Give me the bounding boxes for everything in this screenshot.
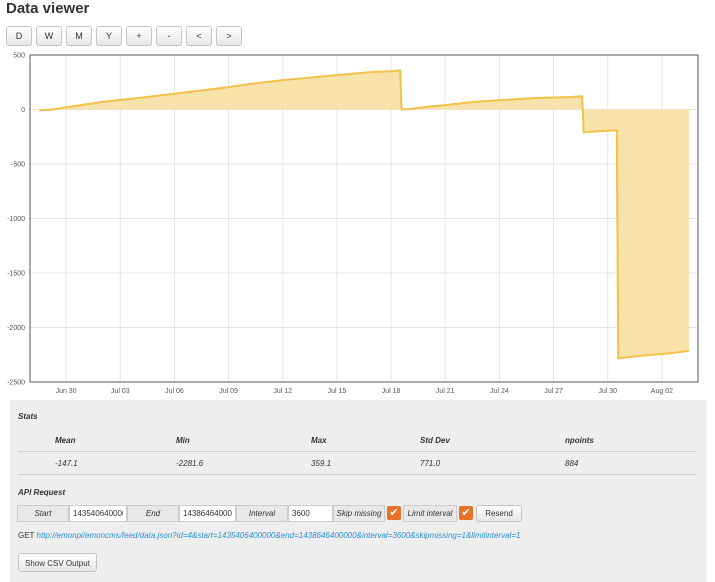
zoom-in-button[interactable]: +	[126, 26, 152, 46]
x-tick-label: Aug 02	[651, 388, 673, 395]
x-tick-label: Jul 21	[436, 388, 455, 395]
x-tick-label: Jul 24	[490, 388, 509, 395]
checkmark-icon: ✔	[389, 507, 399, 519]
api-request-row: Start End Interval Skip missing ✔ Limit …	[17, 505, 522, 522]
x-tick-label: Jul 12	[273, 388, 292, 395]
y-tick-label: -1000	[7, 216, 25, 223]
start-label: Start	[17, 505, 69, 522]
page-title: Data viewer	[6, 0, 90, 17]
api-request-title: API Request	[18, 488, 66, 497]
year-button[interactable]: Y	[96, 26, 122, 46]
y-tick-label: -2000	[7, 325, 25, 332]
stats-header-stddev: Std Dev	[420, 436, 450, 445]
series-line	[38, 69, 690, 360]
api-get-url: GET http://emonpi/emoncms/feed/data.json…	[18, 531, 520, 540]
stats-value-stddev: 771.0	[420, 459, 441, 468]
x-tick-label: Jul 15	[328, 388, 347, 395]
x-tick-label: Jul 06	[165, 388, 184, 395]
start-input[interactable]	[69, 505, 127, 522]
stats-header-max: Max	[311, 436, 327, 445]
interval-label: Interval	[236, 505, 288, 522]
limit-interval-checkbox[interactable]: ✔	[459, 506, 473, 520]
stats-divider	[18, 451, 696, 452]
stats-divider-bottom	[18, 474, 696, 475]
x-tick-label: Jul 03	[111, 388, 130, 395]
pan-left-button[interactable]: <	[186, 26, 212, 46]
x-tick-label: Jul 30	[598, 388, 617, 395]
stats-header-min: Min	[176, 436, 190, 445]
stats-panel: Stats Mean Min Max Std Dev npoints -147.…	[10, 400, 707, 582]
interval-input[interactable]	[288, 505, 333, 522]
show-csv-output-button[interactable]: Show CSV Output	[18, 553, 97, 572]
series-area	[39, 70, 689, 359]
checkmark-icon: ✔	[461, 507, 471, 519]
time-range-toolbar: D W M Y + - < >	[6, 26, 242, 46]
stats-header-npoints: npoints	[565, 436, 594, 445]
week-button[interactable]: W	[36, 26, 62, 46]
day-button[interactable]: D	[6, 26, 32, 46]
y-tick-label: 500	[13, 53, 25, 60]
y-tick-label: -1500	[7, 271, 25, 278]
y-tick-label: -500	[11, 162, 25, 169]
resend-button[interactable]: Resend	[476, 505, 522, 522]
y-tick-label: -2500	[7, 380, 25, 387]
data-chart[interactable]: 500 0 -500 -1000 -1500 -2000 -2500 Jun 30 Jul 03…	[0, 50, 715, 400]
stats-value-npoints: 884	[565, 459, 579, 468]
stats-value-mean: -147.1	[55, 459, 78, 468]
zoom-out-button[interactable]: -	[156, 26, 182, 46]
pan-right-button[interactable]: >	[216, 26, 242, 46]
x-tick-label: Jul 09	[219, 388, 238, 395]
get-prefix: GET	[18, 531, 35, 540]
x-tick-label: Jun 30	[56, 388, 77, 395]
limit-interval-label: Limit interval	[403, 505, 457, 522]
end-label: End	[127, 505, 179, 522]
plot-border	[29, 54, 699, 383]
stats-value-min: -2281.6	[176, 459, 204, 468]
skip-missing-checkbox[interactable]: ✔	[387, 506, 401, 520]
y-tick-label: 0	[21, 107, 25, 114]
stats-value-max: 359.1	[311, 459, 332, 468]
stats-title: Stats	[18, 412, 38, 421]
skip-missing-label: Skip missing	[333, 505, 385, 522]
month-button[interactable]: M	[66, 26, 92, 46]
end-input[interactable]	[179, 505, 236, 522]
x-tick-label: Jul 18	[382, 388, 401, 395]
x-tick-label: Jul 27	[544, 388, 563, 395]
stats-header-mean: Mean	[55, 436, 76, 445]
api-url-link[interactable]: http://emonpi/emoncms/feed/data.json?id=…	[36, 531, 521, 540]
